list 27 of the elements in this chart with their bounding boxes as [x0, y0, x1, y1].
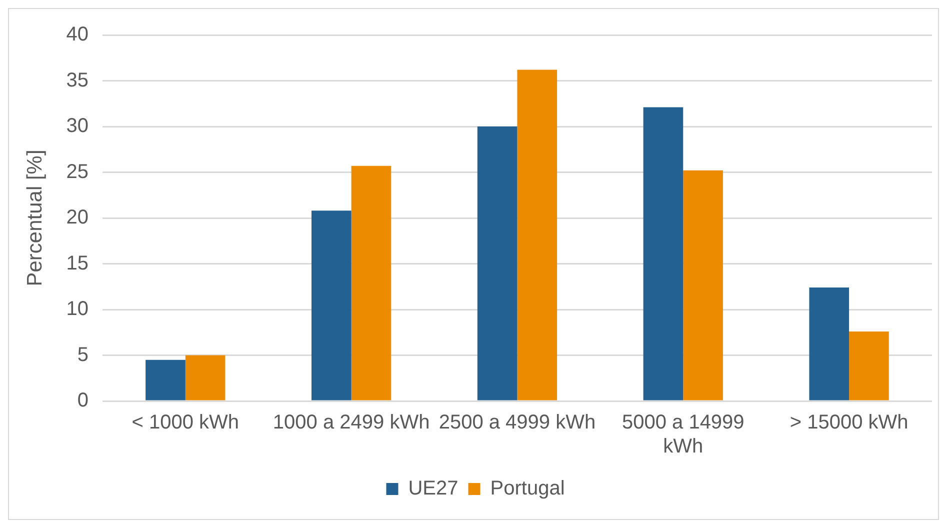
x-tick-label: > 15000 kWh	[790, 412, 908, 434]
bar	[311, 210, 352, 400]
x-tick-label: 5000 a 14999 kWh	[622, 412, 744, 458]
y-tick-label: 15	[66, 252, 88, 274]
bar	[146, 360, 186, 400]
y-tick-label: 30	[66, 115, 88, 138]
x-tick-label: < 1000 kWh	[132, 412, 240, 434]
bar	[849, 331, 889, 400]
y-tick-label: 20	[66, 206, 88, 229]
legend-label: UE27	[408, 478, 458, 500]
y-axis-title: Percentual [%]	[23, 150, 46, 286]
bar	[351, 166, 392, 400]
bar	[185, 355, 226, 400]
bar	[643, 107, 684, 400]
y-tick-label: 25	[66, 160, 88, 183]
y-tick-label: 40	[66, 24, 88, 46]
y-tick-label: 0	[77, 390, 88, 412]
y-tick-label: 5	[77, 344, 88, 366]
x-tick-label: 2500 a 4999 kWh	[438, 412, 596, 434]
bar	[477, 126, 518, 400]
y-tick-label: 35	[66, 69, 88, 92]
legend-label: Portugal	[490, 478, 565, 500]
bar	[517, 70, 558, 400]
x-tick-label: 1000 a 2499 kWh	[272, 412, 430, 434]
y-tick-label: 10	[66, 298, 88, 320]
bar	[683, 170, 723, 400]
bar	[809, 288, 850, 400]
